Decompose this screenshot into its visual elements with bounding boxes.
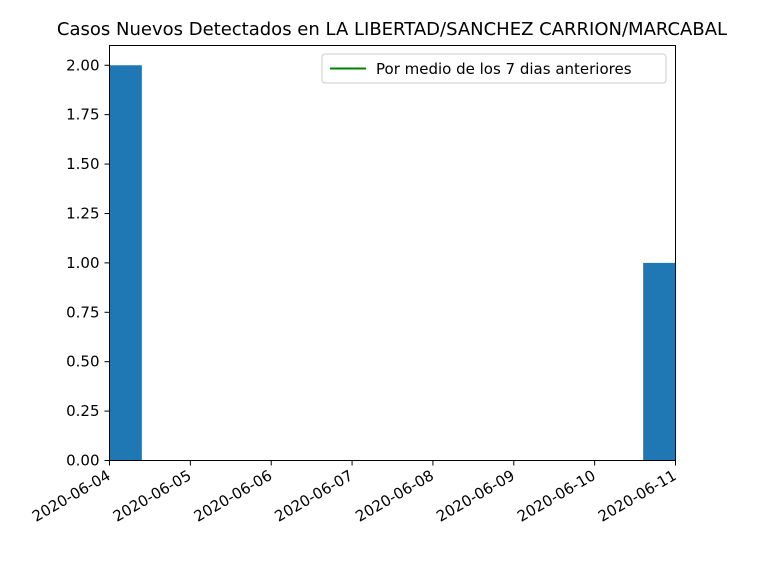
chart-title: Casos Nuevos Detectados en LA LIBERTAD/S…	[57, 19, 727, 40]
x-axis: 2020-06-042020-06-052020-06-062020-06-07…	[29, 460, 680, 526]
legend-box	[321, 53, 667, 84]
x-tick-label: 2020-06-04	[29, 466, 114, 525]
bar-2020-06-11	[643, 262, 676, 461]
y-tick-label: 1.50	[66, 155, 99, 173]
x-tick-label: 2020-06-05	[110, 466, 195, 525]
y-tick-label: 2.00	[66, 56, 99, 74]
x-tick-label: 2020-06-08	[352, 466, 437, 525]
y-tick-label: 1.75	[66, 106, 99, 124]
x-tick-label: 2020-06-10	[514, 466, 599, 525]
y-tick-label: 0.50	[66, 353, 99, 371]
x-tick-label: 2020-06-09	[433, 466, 518, 525]
plot-frame	[109, 45, 676, 461]
bar-2020-06-04	[109, 65, 142, 461]
x-tick-label: 2020-06-07	[272, 466, 357, 525]
y-tick-label: 0.75	[66, 303, 99, 321]
legend: Por medio de los 7 dias anteriores	[321, 53, 667, 84]
y-axis: 0.00 0.25 0.50 0.75 1.00 1.25 1.50 1.75 2.00	[66, 56, 110, 470]
legend-label: Por medio de los 7 dias anteriores	[376, 60, 632, 78]
x-tick-label: 2020-06-11	[595, 466, 680, 525]
y-tick-label: 1.00	[66, 254, 99, 272]
bars-layer	[109, 65, 676, 461]
x-tick-label: 2020-06-06	[191, 466, 276, 525]
y-tick-label: 1.25	[66, 204, 99, 222]
y-tick-label: 0.00	[66, 452, 99, 470]
y-tick-label: 0.25	[66, 402, 99, 420]
